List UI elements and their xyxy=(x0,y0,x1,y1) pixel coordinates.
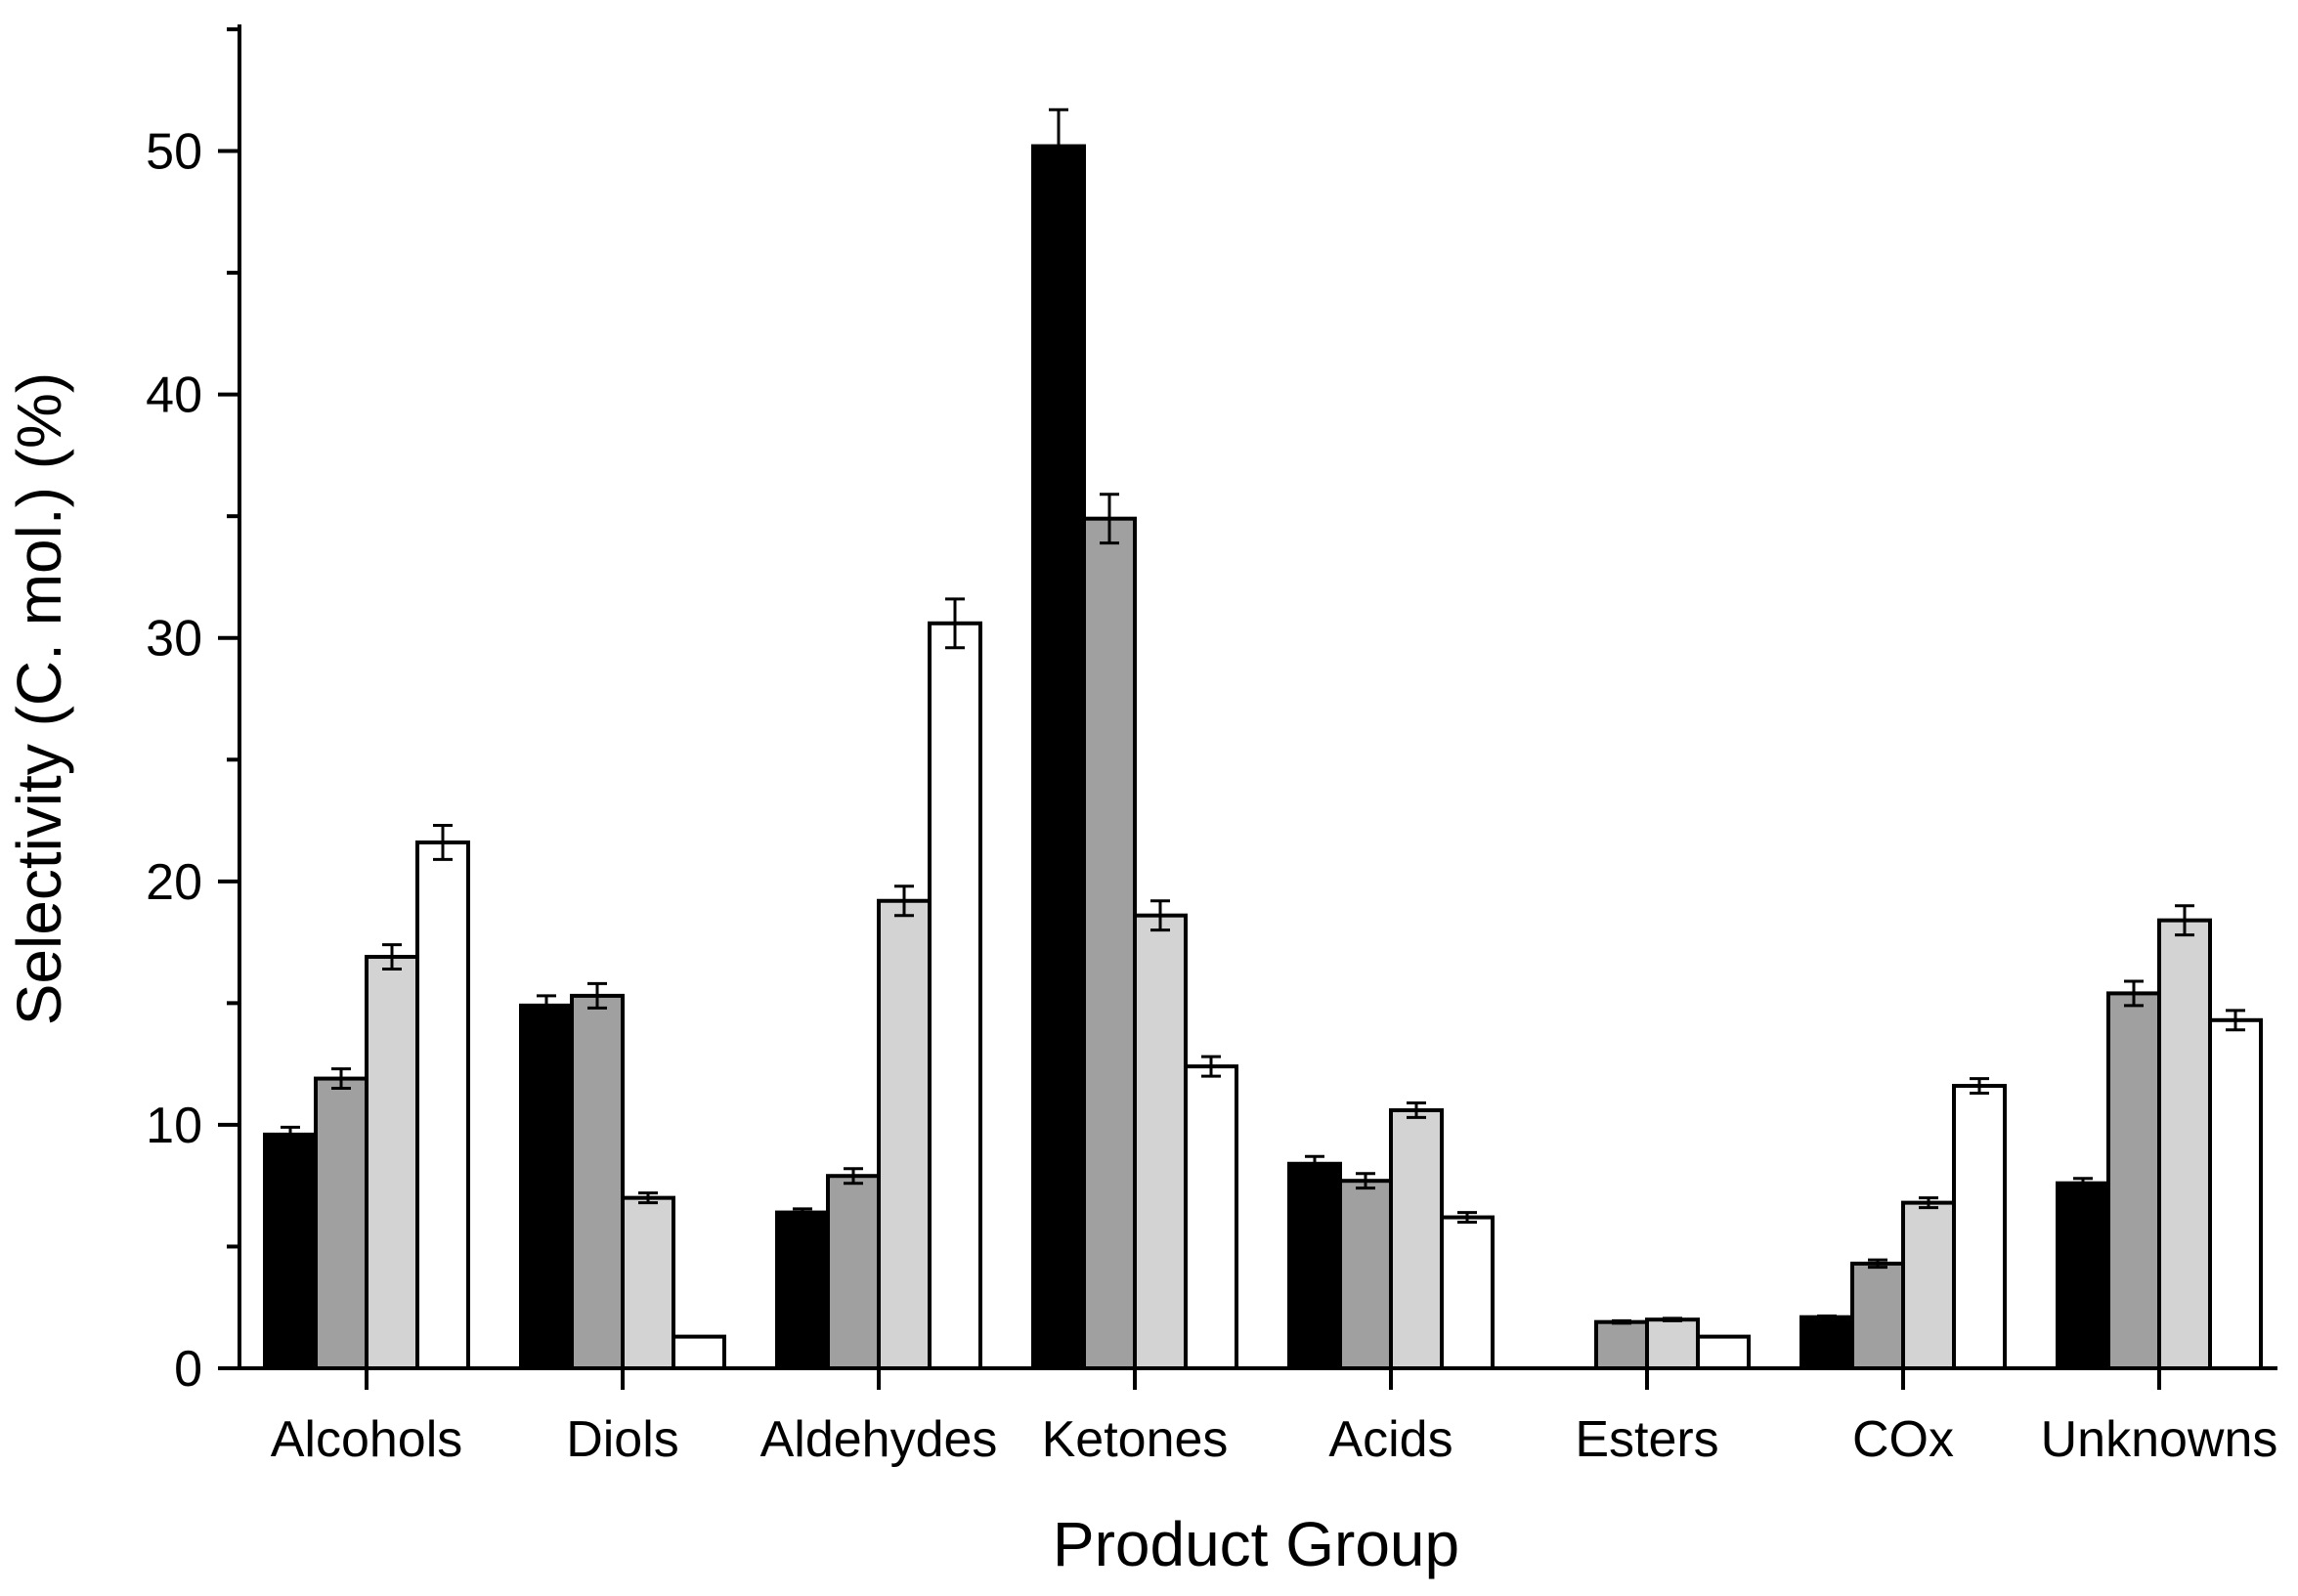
bar-cox-series-4 xyxy=(1952,1084,2007,1371)
x-tick-label-cox: COx xyxy=(1852,1411,1954,1468)
bar-diols-series-4 xyxy=(672,1334,726,1370)
bar-esters-series-4 xyxy=(1696,1334,1751,1370)
bar-aldehydes-series-2 xyxy=(826,1174,881,1370)
y-tick-label: 10 xyxy=(146,1098,202,1154)
x-tick-label-aldehydes: Aldehydes xyxy=(760,1411,998,1468)
bar-aldehydes-series-4 xyxy=(928,621,982,1370)
y-tick-label: 0 xyxy=(174,1341,202,1398)
bar-acids-series-4 xyxy=(1440,1215,1495,1370)
bar-unknowns-series-2 xyxy=(2106,991,2161,1371)
bar-cox-series-2 xyxy=(1850,1261,1905,1370)
y-tick-label: 30 xyxy=(146,611,202,668)
bar-aldehydes-series-3 xyxy=(877,898,932,1371)
bar-cox-series-3 xyxy=(1901,1200,1956,1370)
x-axis-title: Product Group xyxy=(1053,1509,1459,1579)
bar-alcohols-series-2 xyxy=(314,1076,369,1370)
bar-esters-series-2 xyxy=(1594,1319,1649,1371)
bar-aldehydes-series-1 xyxy=(775,1210,830,1370)
x-tick-label-acids: Acids xyxy=(1328,1411,1453,1468)
error-bars-layer xyxy=(281,108,2245,1325)
x-tick-label-unknowns: Unknowns xyxy=(2041,1411,2278,1468)
y-tick-label: 20 xyxy=(146,854,202,911)
bar-esters-series-3 xyxy=(1645,1317,1700,1370)
y-tick-label: 40 xyxy=(146,367,202,424)
x-tick-label-esters: Esters xyxy=(1575,1411,1718,1468)
x-tick-label-alcohols: Alcohols xyxy=(271,1411,463,1468)
bar-ketones-series-2 xyxy=(1082,516,1137,1370)
bar-alcohols-series-4 xyxy=(415,840,470,1370)
bar-acids-series-2 xyxy=(1338,1179,1393,1370)
y-tick-label: 50 xyxy=(146,124,202,181)
x-tick-label-ketones: Ketones xyxy=(1042,1411,1229,1468)
x-tick-label-diols: Diols xyxy=(566,1411,679,1468)
x-ticks: Alcohols Diols Aldehydes Ketones Acids Esters… xyxy=(271,1368,2278,1468)
bar-acids-series-3 xyxy=(1389,1107,1444,1370)
bar-ketones-series-1 xyxy=(1031,144,1086,1371)
bar-ketones-series-3 xyxy=(1133,913,1188,1370)
y-ticks: 0 10 20 30 40 50 xyxy=(146,27,239,1398)
bar-diols-series-1 xyxy=(519,1003,574,1370)
bar-cox-series-1 xyxy=(1799,1315,1854,1371)
bar-unknowns-series-4 xyxy=(2208,1017,2263,1371)
bar-unknowns-series-1 xyxy=(2056,1181,2110,1371)
bar-diols-series-2 xyxy=(570,993,625,1371)
bar-diols-series-3 xyxy=(621,1195,675,1370)
y-axis-title: Selectivity (C. mol.) (%) xyxy=(4,372,74,1026)
bar-alcohols-series-1 xyxy=(263,1132,318,1370)
bar-ketones-series-4 xyxy=(1184,1064,1238,1371)
bar-acids-series-1 xyxy=(1287,1161,1342,1371)
bars-layer xyxy=(263,144,2263,1371)
bar-alcohols-series-3 xyxy=(365,955,419,1370)
bar-unknowns-series-3 xyxy=(2157,918,2212,1370)
